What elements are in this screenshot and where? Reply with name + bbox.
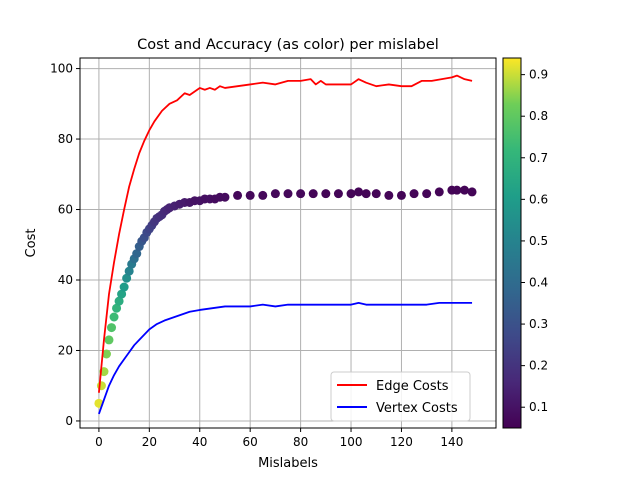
accuracy-scatter-point (346, 189, 356, 199)
y-tick-label: 0 (65, 414, 73, 428)
x-axis-label: Mislabels (258, 456, 318, 471)
accuracy-scatter-point (220, 192, 230, 202)
accuracy-scatter-point (459, 185, 469, 195)
plot-frame (79, 57, 497, 429)
accuracy-scatter-point (409, 189, 419, 199)
accuracy-scatter-point (258, 190, 268, 200)
accuracy-scatter-point (270, 189, 280, 199)
colorbar-tick-label: 0.8 (529, 109, 548, 123)
x-tick-label: 0 (95, 435, 103, 449)
accuracy-scatter-point (296, 189, 306, 199)
accuracy-scatter-point (124, 266, 134, 276)
y-tick-label: 20 (58, 343, 73, 357)
colorbar-tick-label: 0.6 (529, 192, 548, 206)
vertex-costs-line (98, 302, 473, 415)
accuracy-scatter-point (452, 185, 462, 195)
series-layer (94, 74, 477, 415)
colorbar-tick-label: 0.3 (529, 317, 548, 331)
accuracy-scatter-point (384, 190, 394, 200)
colorbar-tick-label: 0.5 (529, 234, 548, 248)
accuracy-scatter-point (333, 189, 343, 199)
x-tick-label: 60 (243, 435, 258, 449)
grid (80, 58, 496, 428)
colorbar-tick-label: 0.1 (529, 400, 548, 414)
accuracy-scatter-point (117, 289, 127, 299)
y-tick-label: 80 (58, 132, 73, 146)
accuracy-scatter-point (354, 187, 364, 197)
edge-costs-line (98, 74, 473, 393)
x-axis-ticks: 0 20 40 60 80 100 120 140 (95, 428, 463, 449)
colorbar-tick-label: 0.2 (529, 359, 548, 373)
accuracy-scatter-point (245, 190, 255, 200)
accuracy-scatter-point (233, 190, 243, 200)
accuracy-scatter-point (112, 303, 122, 313)
y-tick-label: 60 (58, 203, 73, 217)
accuracy-scatter-point (321, 189, 331, 199)
accuracy-scatter-point (371, 189, 381, 199)
x-tick-label: 100 (340, 435, 363, 449)
accuracy-scatter-point (107, 323, 117, 333)
x-tick-label: 140 (440, 435, 463, 449)
x-tick-label: 20 (142, 435, 157, 449)
x-tick-label: 80 (293, 435, 308, 449)
y-axis-label: Cost (24, 229, 39, 258)
x-tick-label: 40 (192, 435, 207, 449)
accuracy-scatter-point (101, 349, 111, 359)
accuracy-scatter-point (361, 189, 371, 199)
accuracy-scatter-point (308, 189, 318, 199)
colorbar-tick-label: 0.4 (529, 275, 548, 289)
accuracy-scatter-point (114, 296, 124, 306)
y-tick-label: 100 (50, 62, 73, 76)
accuracy-scatter-point (96, 381, 106, 391)
accuracy-scatter-point (467, 187, 477, 197)
accuracy-scatter-point (109, 312, 119, 322)
colorbar-ticks: 0.1 0.2 0.3 0.4 0.5 0.6 0.7 0.8 0.9 (521, 68, 548, 414)
colorbar (502, 57, 522, 429)
accuracy-scatter-point (434, 187, 444, 197)
chart-title: Cost and Accuracy (as color) per mislabe… (137, 37, 439, 53)
colorbar-tick-label: 0.9 (529, 68, 548, 82)
colorbar-tick-label: 0.7 (529, 151, 548, 165)
accuracy-scatter-point (132, 249, 142, 259)
legend-label-edge-costs: Edge Costs (376, 379, 449, 394)
accuracy-scatter-point (396, 190, 406, 200)
accuracy-scatter-point (104, 335, 114, 345)
accuracy-scatter-point (119, 282, 129, 292)
accuracy-scatter-point (422, 189, 432, 199)
legend-label-vertex-costs: Vertex Costs (376, 401, 458, 416)
y-axis-ticks: 0 20 40 60 80 100 (50, 62, 80, 428)
y-tick-label: 40 (58, 273, 73, 287)
accuracy-scatter-point (122, 273, 132, 283)
legend: Edge Costs Vertex Costs (330, 371, 471, 422)
x-tick-label: 120 (390, 435, 413, 449)
accuracy-scatter-point (283, 189, 293, 199)
